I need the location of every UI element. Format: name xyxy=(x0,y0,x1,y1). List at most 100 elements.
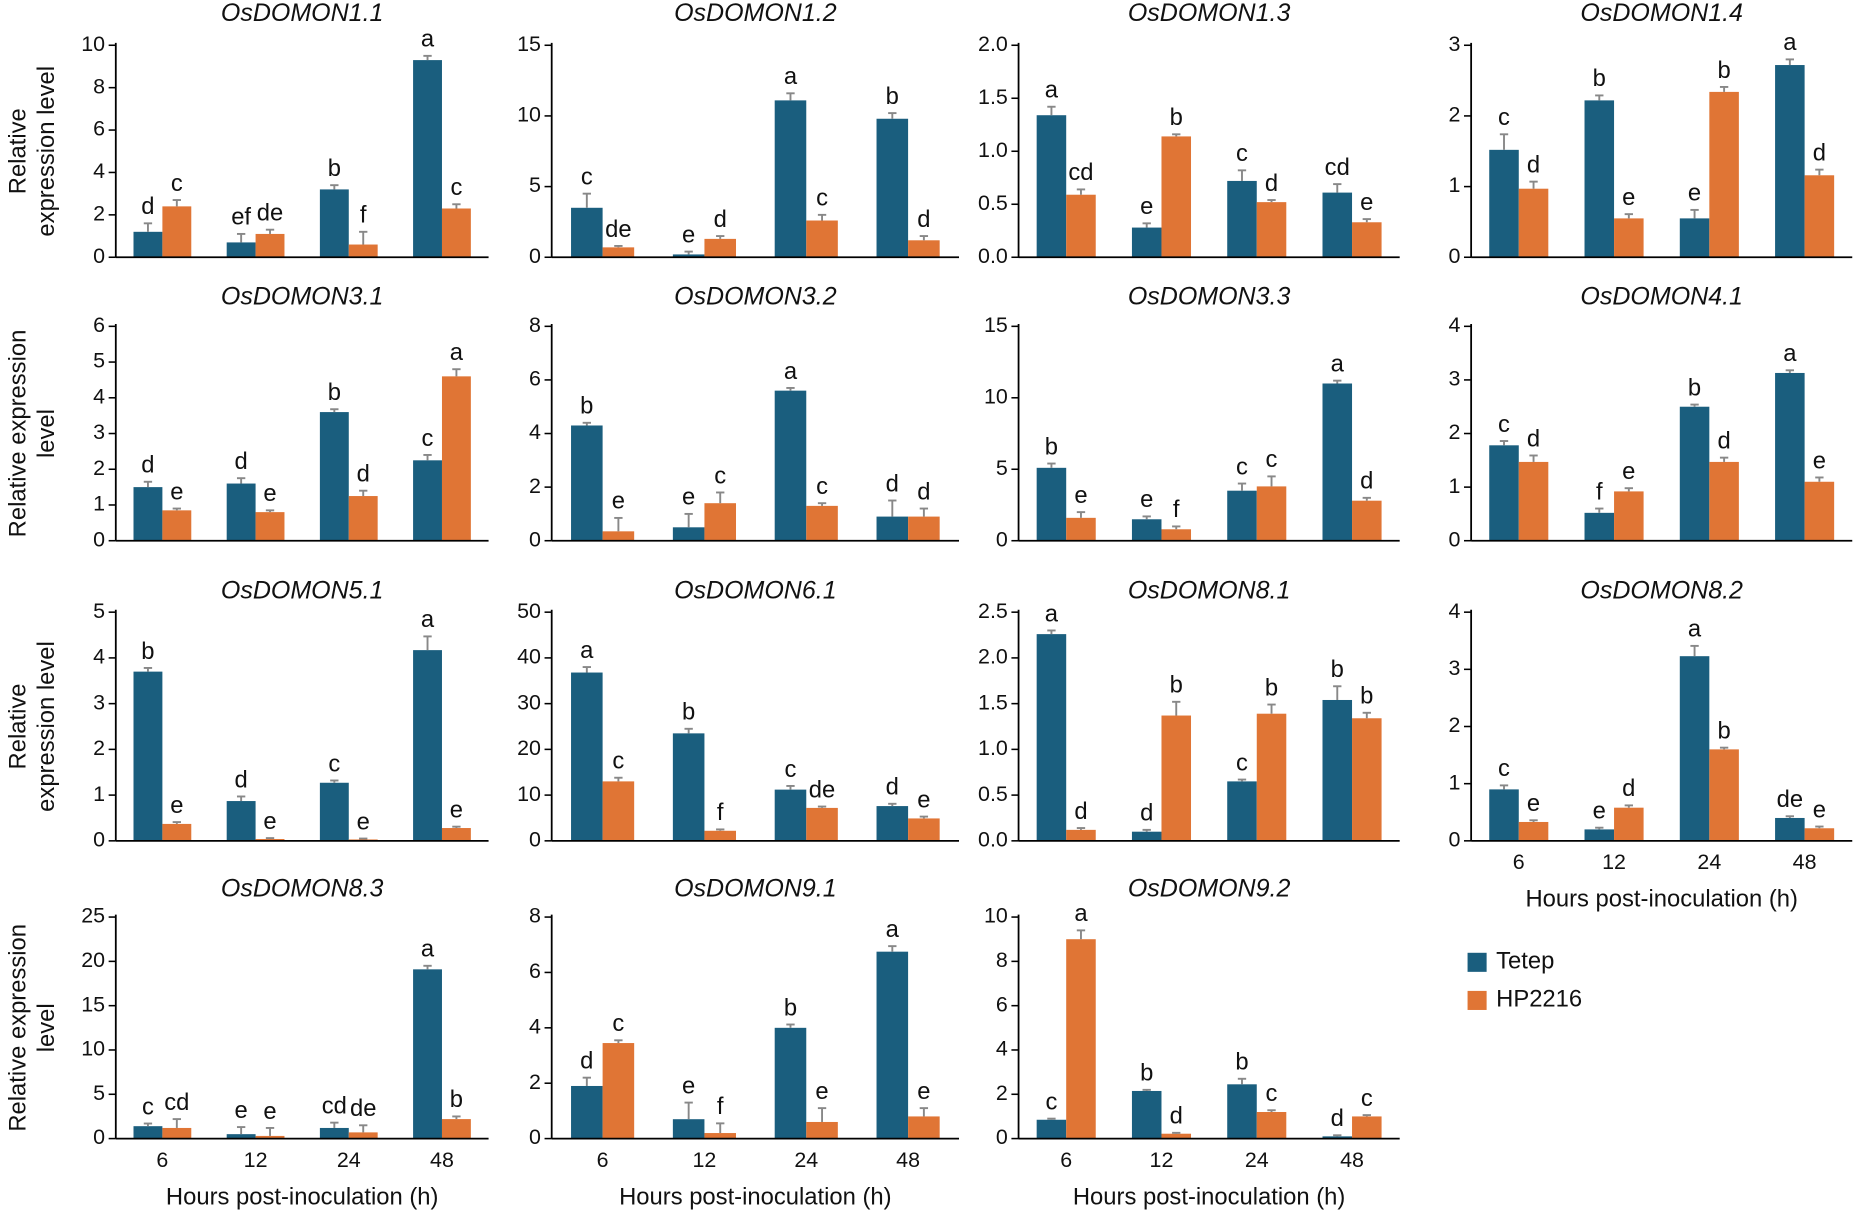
bar xyxy=(1709,461,1739,541)
significance-label: e xyxy=(235,1097,248,1124)
error-bar xyxy=(1142,222,1151,228)
significance-label: e xyxy=(357,808,370,835)
bar xyxy=(806,807,838,841)
error-bar xyxy=(614,1039,623,1044)
significance-label: e xyxy=(1688,180,1701,207)
error-bar xyxy=(614,244,623,248)
y-tick-label: 0 xyxy=(996,1125,1008,1149)
significance-label: e xyxy=(682,484,695,511)
error-bar xyxy=(1333,183,1342,193)
panel-title: OsDOMON3.3 xyxy=(1128,282,1291,310)
significance-label: d xyxy=(917,478,930,505)
significance-label: d xyxy=(886,470,899,497)
significance-label: e xyxy=(1140,193,1153,220)
significance-label: d xyxy=(580,1047,593,1074)
legend-swatch xyxy=(1467,952,1487,972)
bar xyxy=(348,496,378,541)
bar xyxy=(441,1119,471,1139)
bar xyxy=(441,376,471,541)
significance-label: e xyxy=(1527,790,1540,817)
panel-title: OsDOMON6.1 xyxy=(674,577,837,605)
error-bar xyxy=(1267,199,1276,203)
bar xyxy=(672,527,705,541)
error-bar xyxy=(1076,511,1086,518)
y-tick-label: 15 xyxy=(517,32,541,56)
significance-label: e xyxy=(263,808,276,835)
bar xyxy=(602,247,635,258)
bar xyxy=(908,818,940,841)
bar xyxy=(1775,817,1805,841)
significance-label: b xyxy=(1360,683,1373,710)
error-bar xyxy=(172,821,182,824)
y-tick-label: 0 xyxy=(529,1125,541,1149)
error-bar xyxy=(143,222,153,232)
bar xyxy=(1322,1136,1353,1139)
bar xyxy=(1804,175,1835,258)
y-tick-label: 10 xyxy=(81,32,105,56)
bar xyxy=(1352,1116,1382,1139)
error-bar xyxy=(330,184,339,190)
bar xyxy=(1131,1090,1162,1139)
error-bar xyxy=(1595,507,1604,513)
error-bar xyxy=(1624,487,1633,492)
bar xyxy=(1518,188,1549,258)
error-bar xyxy=(888,945,897,952)
bar xyxy=(876,806,909,841)
x-tick-label: 48 xyxy=(1340,1148,1364,1172)
y-tick-label: 0 xyxy=(1448,827,1460,851)
y-tick-label: 2 xyxy=(1448,103,1460,127)
significance-label: a xyxy=(450,339,464,366)
significance-label: b xyxy=(1170,104,1183,131)
significance-label: d xyxy=(235,766,248,793)
significance-label: c xyxy=(785,756,797,783)
error-bar xyxy=(423,635,432,651)
error-bar xyxy=(716,235,725,239)
error-bar xyxy=(582,421,591,426)
significance-label: c xyxy=(1361,1085,1373,1112)
error-bar xyxy=(1499,133,1509,150)
y-tick-label: 0 xyxy=(93,527,105,551)
y-tick-label: 4 xyxy=(529,420,541,444)
significance-label: d xyxy=(886,774,899,801)
significance-label: c xyxy=(581,163,593,190)
error-bar xyxy=(582,192,591,208)
error-bar xyxy=(1815,825,1824,829)
significance-label: d xyxy=(357,461,370,488)
panel-title: OsDOMON9.2 xyxy=(1128,874,1291,902)
y-tick-label: 3 xyxy=(1448,32,1460,56)
error-bar xyxy=(330,779,339,783)
significance-label: c xyxy=(1498,411,1510,438)
bar xyxy=(255,1135,285,1139)
y-axis-label: expression level xyxy=(33,641,60,812)
significance-label: e xyxy=(1074,482,1087,509)
error-bar xyxy=(817,213,827,221)
panel-title: OsDOMON1.4 xyxy=(1580,0,1743,27)
bar xyxy=(1227,781,1257,841)
error-bar xyxy=(330,408,339,413)
error-bar xyxy=(1237,482,1247,491)
bar xyxy=(413,650,442,841)
error-bar xyxy=(1362,1114,1371,1117)
bar xyxy=(162,510,192,541)
significance-label: de xyxy=(605,216,631,243)
y-tick-label: 10 xyxy=(984,904,1008,928)
error-bar xyxy=(236,795,246,802)
y-tick-label: 2 xyxy=(1448,713,1460,737)
bar xyxy=(348,1132,378,1139)
error-bar xyxy=(1237,778,1247,782)
significance-label: a xyxy=(1783,29,1797,56)
significance-label: e xyxy=(917,786,930,813)
error-bar xyxy=(1624,213,1633,219)
y-axis-label: expression level xyxy=(33,66,60,237)
bar xyxy=(1256,1112,1287,1139)
bar xyxy=(133,487,163,541)
significance-label: e xyxy=(1593,798,1606,825)
bar xyxy=(806,505,838,541)
error-bar xyxy=(452,203,461,209)
y-tick-label: 25 xyxy=(81,904,105,928)
y-tick-label: 10 xyxy=(517,782,541,806)
bar xyxy=(1614,218,1644,258)
y-axis-label: Relative expression xyxy=(5,924,32,1132)
